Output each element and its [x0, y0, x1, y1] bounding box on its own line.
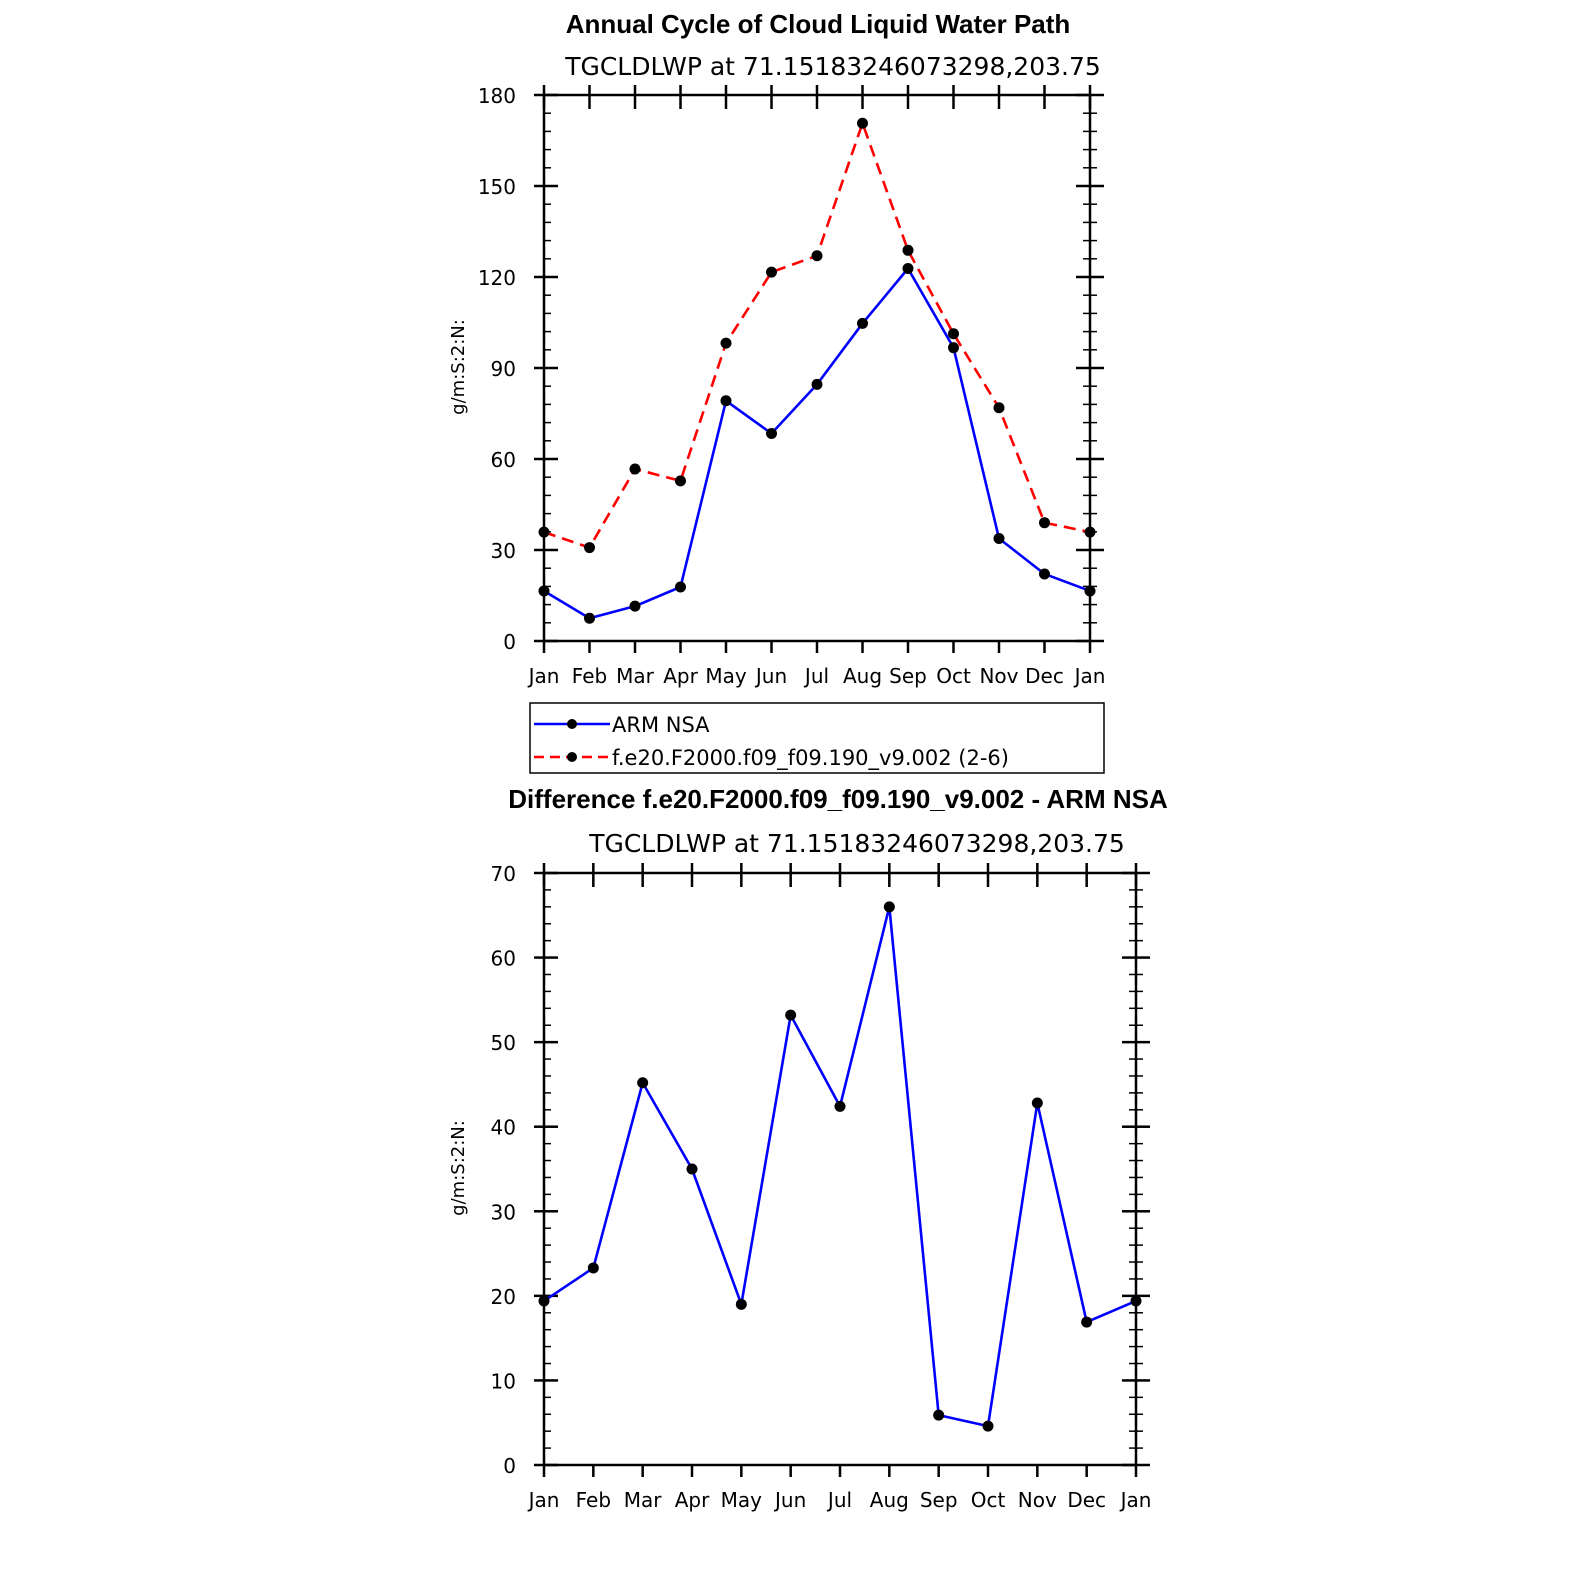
data-point: [857, 117, 868, 129]
y-tick-label: 30: [491, 539, 516, 563]
chart1-title: Annual Cycle of Cloud Liquid Water Path: [566, 9, 1071, 39]
data-point: [587, 1262, 599, 1274]
chart1-legend: ARM NSA f.e20.F2000.f09_f09.190_v9.002 (…: [529, 702, 1105, 774]
data-point: [883, 901, 895, 913]
legend-model-marker: [567, 752, 577, 762]
chart2-plot-frame: [542, 871, 1138, 1467]
y-tick-label: 60: [491, 448, 516, 472]
data-point: [675, 581, 686, 593]
data-point: [948, 328, 959, 340]
data-point: [902, 263, 914, 275]
data-point: [675, 475, 686, 487]
y-tick-label: 180: [478, 84, 516, 108]
y-tick-label: 60: [491, 947, 516, 971]
chart1-subtitle: TGCLDLWP at 71.15183246073298,203.75: [564, 52, 1101, 81]
data-point: [948, 342, 959, 354]
legend-arm-marker: [567, 719, 577, 729]
y-tick-label: 0: [503, 630, 516, 654]
y-tick-label: 150: [478, 175, 516, 199]
chart2-series: [538, 901, 1142, 1432]
data-point: [629, 600, 641, 612]
chart2-y-axis-label: g/m:S:2:N:: [448, 1120, 469, 1216]
y-tick-label: 70: [491, 862, 516, 886]
data-point: [1081, 1316, 1093, 1328]
x-tick-label: Jan: [1073, 664, 1106, 688]
x-tick-label: Dec: [1025, 664, 1064, 688]
y-tick-label: 120: [478, 266, 516, 290]
series-line-0: [543, 267, 1091, 620]
x-tick-label: Dec: [1067, 1488, 1106, 1512]
x-tick-label: Mar: [624, 1488, 663, 1512]
chart1-series: [538, 117, 1096, 624]
x-tick-label: Apr: [675, 1488, 710, 1512]
data-point: [766, 266, 777, 278]
x-tick-label: Sep: [920, 1488, 958, 1512]
y-tick-label: 50: [491, 1031, 516, 1055]
x-tick-label: Feb: [572, 664, 607, 688]
chart2-subtitle: TGCLDLWP at 71.15183246073298,203.75: [588, 829, 1125, 858]
x-tick-label: Jan: [527, 1488, 560, 1512]
data-point: [584, 542, 595, 554]
data-point: [857, 317, 868, 329]
data-point: [811, 250, 823, 262]
data-point: [1039, 517, 1050, 529]
x-tick-label: Jul: [803, 664, 829, 688]
data-point: [811, 378, 823, 390]
data-point: [982, 1420, 994, 1432]
y-tick-label: 0: [503, 1454, 516, 1478]
data-point: [766, 428, 777, 440]
x-tick-label: Jun: [754, 664, 787, 688]
chart1-y-axis-label: g/m:S:2:N:: [448, 319, 469, 415]
x-tick-label: Feb: [576, 1488, 611, 1512]
annual-cycle-chart: Annual Cycle of Cloud Liquid Water Path …: [448, 9, 1106, 774]
legend-model-label: f.e20.F2000.f09_f09.190_v9.002 (2-6): [612, 746, 1009, 771]
chart1-ticks: 0 30 60 90 120 150 180 Jan Feb Mar Apr May Jun Jul Aug…: [478, 84, 1106, 688]
y-tick-label: 90: [491, 357, 516, 381]
x-tick-label: Aug: [843, 664, 882, 688]
data-point: [834, 1100, 846, 1112]
chart1-plot-frame: [542, 93, 1092, 643]
difference-chart: Difference f.e20.F2000.f09_f09.190_v9.00…: [448, 784, 1168, 1512]
y-tick-label: 20: [491, 1285, 516, 1309]
x-tick-label: Jul: [826, 1488, 852, 1512]
data-point: [629, 463, 641, 475]
y-tick-label: 40: [491, 1116, 516, 1140]
data-point: [735, 1298, 747, 1310]
y-tick-label: 30: [491, 1200, 516, 1224]
x-tick-label: May: [721, 1488, 763, 1512]
x-tick-label: Jan: [527, 664, 560, 688]
x-tick-label: Apr: [663, 664, 698, 688]
data-point: [785, 1009, 797, 1021]
data-point: [637, 1077, 649, 1089]
chart2-ticks: 0 10 20 30 40 50 60 70 Jan Feb Mar Apr May Jun Jul Aug S…: [491, 862, 1152, 1512]
data-point: [993, 402, 1005, 414]
x-tick-label: Sep: [889, 664, 927, 688]
legend-arm-label: ARM NSA: [612, 713, 710, 737]
x-tick-label: Oct: [971, 1488, 1006, 1512]
legend-box: [529, 702, 1105, 774]
y-tick-label: 10: [491, 1369, 516, 1393]
data-point: [584, 612, 595, 624]
x-tick-label: Jun: [773, 1488, 806, 1512]
series-line-1: [543, 121, 1091, 549]
chart2-title: Difference f.e20.F2000.f09_f09.190_v9.00…: [508, 784, 1168, 814]
data-point: [933, 1409, 945, 1421]
data-point: [720, 337, 732, 349]
x-tick-label: May: [705, 664, 747, 688]
x-tick-label: Nov: [979, 664, 1018, 688]
data-point: [993, 532, 1005, 544]
x-tick-label: Jan: [1119, 1488, 1152, 1512]
data-point: [720, 395, 732, 407]
data-point: [686, 1163, 698, 1175]
x-tick-label: Mar: [616, 664, 655, 688]
data-point: [1031, 1097, 1043, 1109]
data-point: [902, 244, 914, 256]
x-tick-label: Oct: [936, 664, 971, 688]
x-tick-label: Aug: [870, 1488, 909, 1512]
x-tick-label: Nov: [1018, 1488, 1057, 1512]
data-point: [1039, 568, 1050, 580]
series-line-0: [543, 905, 1137, 1428]
